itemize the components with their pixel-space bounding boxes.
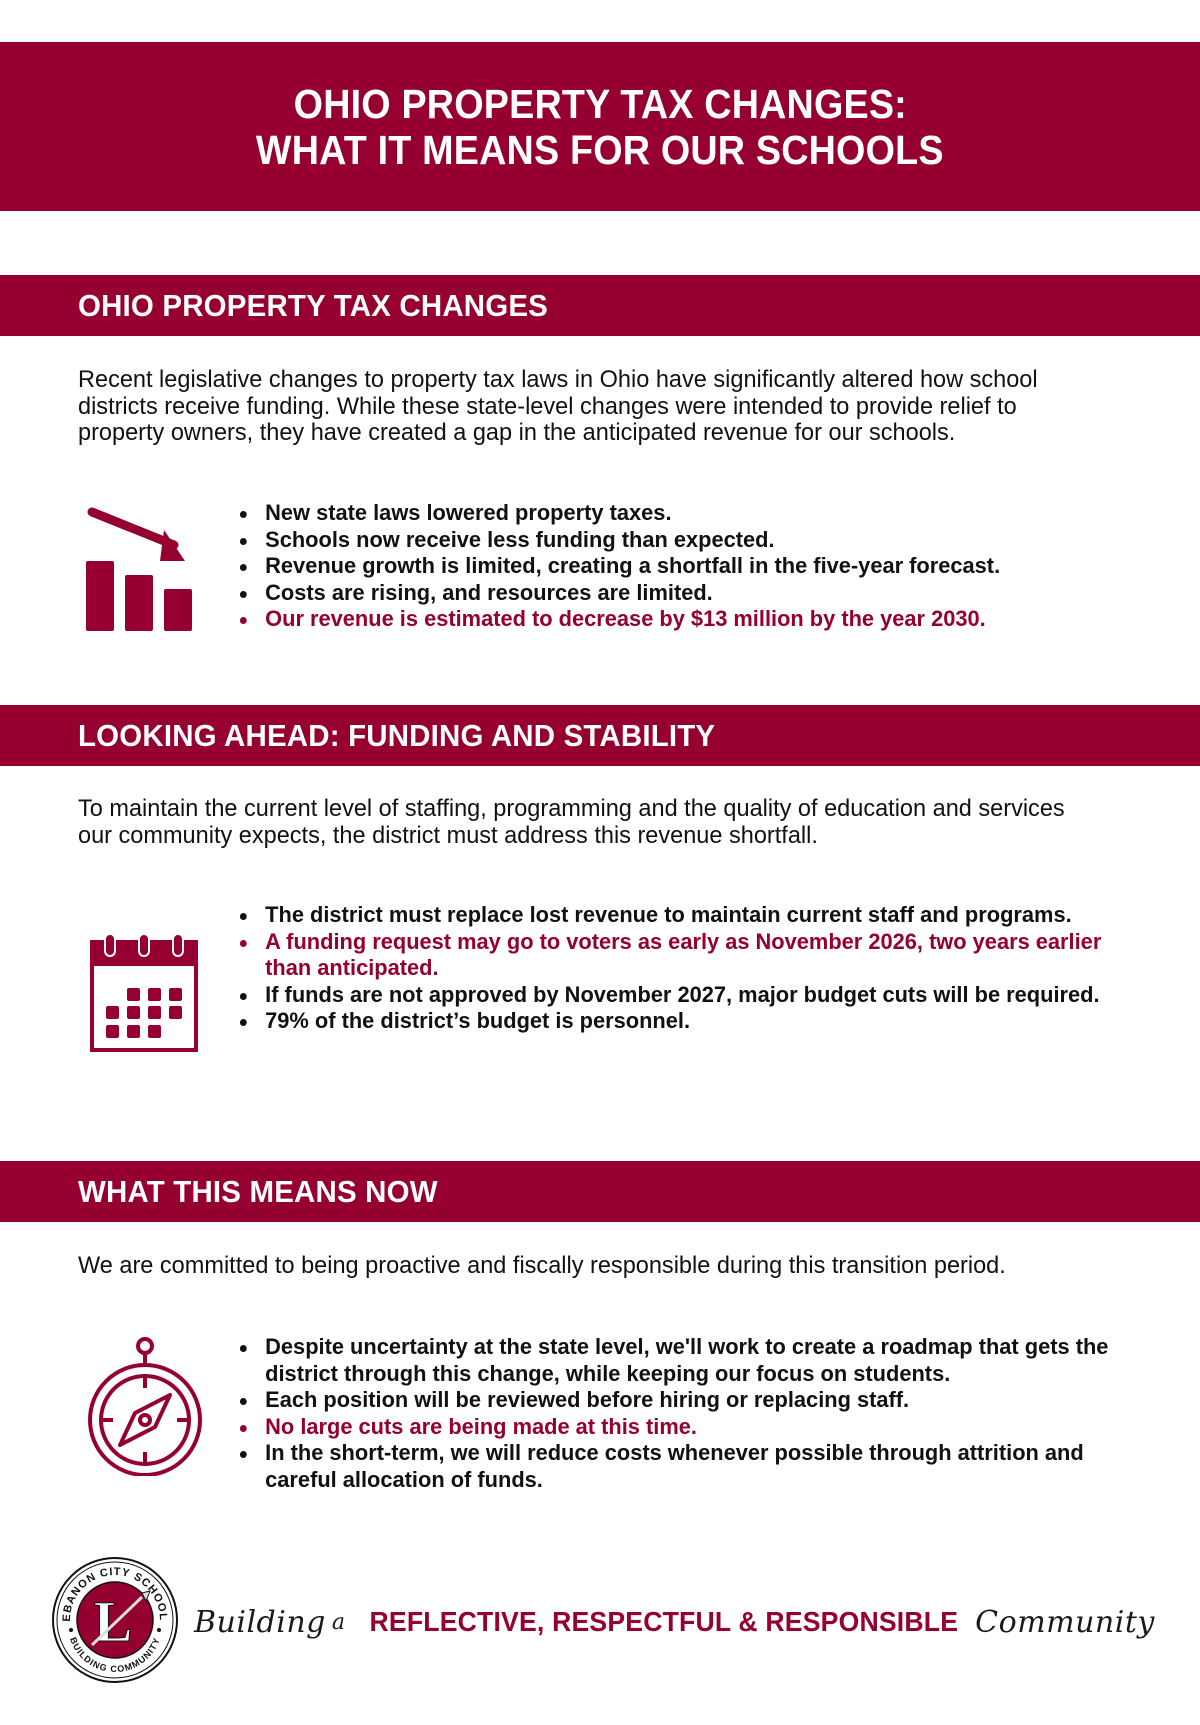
bullet-item: New state laws lowered property taxes. [238, 500, 1130, 527]
tagline-script-connector: a [331, 1609, 346, 1635]
bullet-item: If funds are not approved by November 20… [238, 982, 1130, 1009]
bullet-list: The district must replace lost revenue t… [238, 902, 1130, 1035]
declining-bar-chart-icon [80, 503, 210, 633]
section-intro: To maintain the current level of staffin… [78, 795, 1065, 849]
bullet-item: Each position will be reviewed before hi… [238, 1387, 1130, 1414]
bullet-item-highlight: No large cuts are being made at this tim… [238, 1414, 1130, 1441]
compass-icon [80, 1336, 210, 1476]
tagline-script-end: Community [975, 1604, 1155, 1640]
bullet-item: Despite uncertainty at the state level, … [238, 1334, 1130, 1387]
bullet-item: The district must replace lost revenue t… [238, 902, 1130, 929]
district-tagline: Building a REFLECTIVE, RESPECTFUL & RESP… [194, 1597, 1155, 1647]
bullet-item-highlight: A funding request may go to voters as ea… [238, 929, 1130, 982]
calendar-icon [80, 930, 210, 1060]
bullet-item-highlight: Our revenue is estimated to decrease by … [238, 606, 1130, 633]
section-intro: Recent legislative changes to property t… [78, 366, 1038, 446]
section-heading-band: LOOKING AHEAD: FUNDING AND STABILITY [0, 705, 1200, 766]
tagline-values: REFLECTIVE, RESPECTFUL & RESPONSIBLE [369, 1606, 958, 1637]
section-heading-band: OHIO PROPERTY TAX CHANGES [0, 275, 1200, 336]
footer: LEBANON CITY SCHOOLS BUILDING COMMUNITY … [0, 1555, 1200, 1695]
page-title-line-2: WHAT IT MEANS FOR OUR SCHOOLS [256, 126, 944, 173]
bullet-item: In the short-term, we will reduce costs … [238, 1440, 1130, 1493]
section-heading-band: WHAT THIS MEANS NOW [0, 1161, 1200, 1222]
svg-text:L: L [94, 1589, 133, 1654]
section-heading: LOOKING AHEAD: FUNDING AND STABILITY [78, 717, 716, 753]
section-heading: WHAT THIS MEANS NOW [78, 1173, 438, 1209]
bullet-item: Schools now receive less funding than ex… [238, 527, 1130, 554]
bullet-item: Costs are rising, and resources are limi… [238, 580, 1130, 607]
page-title-line-1: OHIO PROPERTY TAX CHANGES: [293, 80, 907, 127]
bullet-list: Despite uncertainty at the state level, … [238, 1334, 1130, 1493]
tagline-script-start: Building [194, 1604, 326, 1640]
title-banner: OHIO PROPERTY TAX CHANGES: WHAT IT MEANS… [0, 42, 1200, 211]
bullet-list: New state laws lowered property taxes. S… [238, 500, 1130, 633]
section-heading: OHIO PROPERTY TAX CHANGES [78, 287, 549, 323]
section-intro: We are committed to being proactive and … [78, 1252, 1006, 1279]
bullet-item: 79% of the district’s budget is personne… [238, 1008, 1130, 1035]
bullet-item: Revenue growth is limited, creating a sh… [238, 553, 1130, 580]
district-seal-logo: LEBANON CITY SCHOOLS BUILDING COMMUNITY … [50, 1555, 180, 1685]
